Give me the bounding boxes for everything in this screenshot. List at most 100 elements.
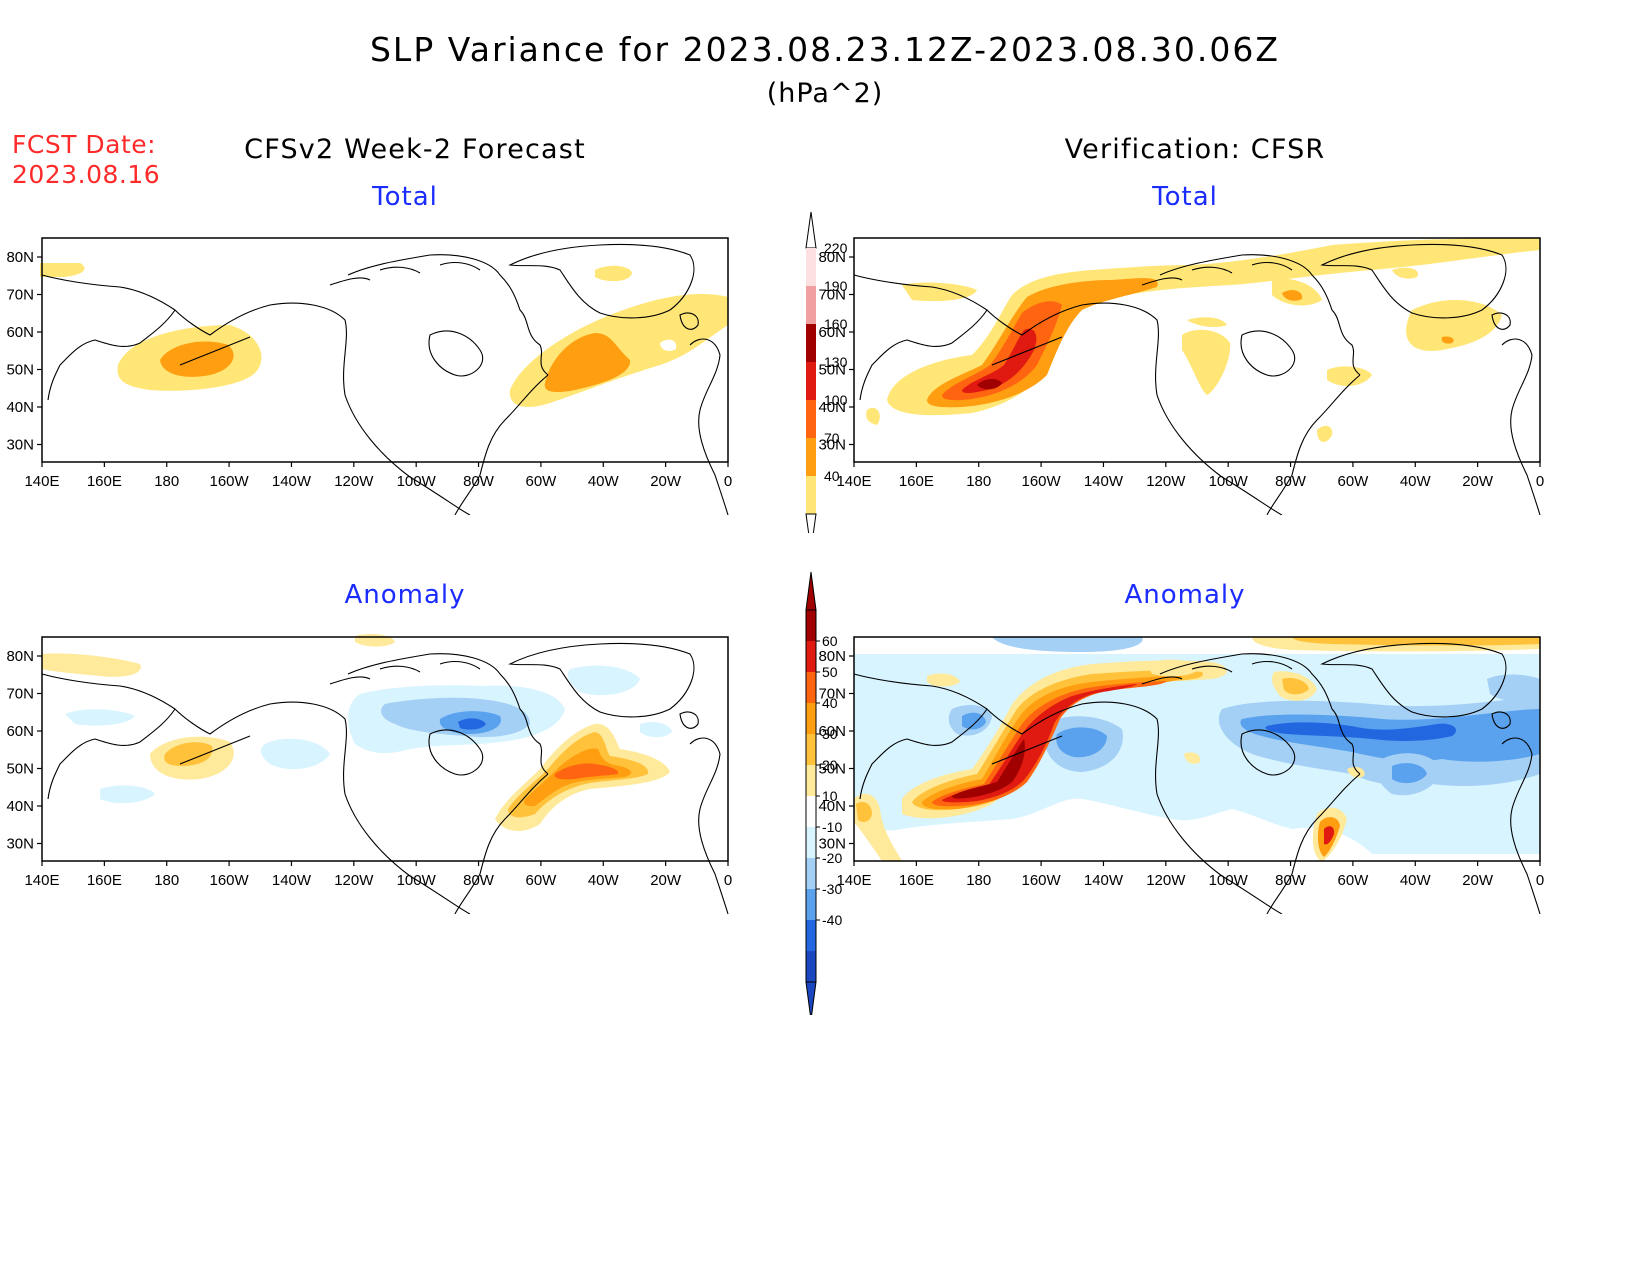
lat-label: 70N (6, 287, 34, 304)
lon-label: 140W (1084, 872, 1124, 889)
contour-40-70 (902, 282, 977, 302)
contour-20-30 (856, 802, 872, 822)
fcst-date-block: FCST Date: 2023.08.16 (12, 130, 160, 190)
colorbar-label: 10 (822, 788, 838, 804)
colorbar-swatch (806, 400, 816, 438)
lon-label: 60W (525, 473, 557, 490)
lon-label: 140W (272, 872, 312, 889)
forecast-column-heading: CFSv2 Week-2 Forecast (244, 134, 586, 165)
colorbar-swatch (806, 248, 816, 286)
lat-labels: 80N 70N 60N 50N 40N 30N (818, 249, 854, 454)
lon-label: 160E (899, 872, 934, 889)
coastlines (41, 642, 729, 914)
colorbar-label: 40 (824, 468, 840, 484)
contour-20-30 (1292, 637, 1540, 646)
contour-60-above (952, 739, 1025, 799)
colorbar-swatch (806, 827, 816, 858)
lon-label: 0 (1536, 473, 1544, 490)
colorbar-swatch (806, 889, 816, 920)
lon-label: 120W (1146, 473, 1186, 490)
colorbar-label: -30 (822, 881, 842, 897)
lon-label: 40W (588, 473, 620, 490)
colorbar-label: 20 (822, 757, 838, 773)
colorbar-swatch (806, 438, 816, 476)
lon-label: 0 (724, 872, 732, 889)
lon-label: 140W (272, 473, 312, 490)
contour-neg10-neg20 (640, 721, 672, 738)
colorbar-swatch (806, 920, 816, 951)
colorbar-arrow-top (805, 571, 817, 611)
colorbar-label: 50 (822, 664, 838, 680)
colorbar-swatches (805, 211, 817, 533)
contour-100-130 (942, 301, 1062, 401)
colorbar-arrow-bottom (805, 981, 817, 1015)
lon-label: 60W (1337, 473, 1369, 490)
lon-labels: 140E 160E 180 160W 140W 120W 100W 80W 60W 40W 20W 0 (836, 861, 1544, 889)
colorbar-total: 220 190 160 130 100 70 40 (805, 211, 848, 533)
colorbar-label: -20 (822, 850, 842, 866)
colorbar-swatch (806, 796, 816, 827)
map-frame (853, 237, 1541, 463)
lon-label: 40W (588, 872, 620, 889)
lon-label: 60W (525, 872, 557, 889)
colorbar-label: 60 (822, 633, 838, 649)
coastlines (853, 243, 1541, 515)
contour-hole (660, 339, 677, 351)
contour-neg10-neg20 (567, 665, 640, 696)
contour-neg10-neg20 (260, 738, 330, 770)
contour-10-20 (927, 673, 960, 687)
lat-label: 70N (818, 287, 846, 304)
lon-label: 160W (209, 473, 249, 490)
lat-label: 70N (818, 686, 846, 703)
map-forecast-total: 80N 70N 60N 50N 40N 30N 140E 160E 180 160W 140W 12… (6, 237, 732, 515)
lat-label: 40N (6, 798, 34, 815)
lon-label: 100W (1209, 473, 1249, 490)
lon-label: 160E (87, 473, 122, 490)
contour-10-20 (355, 634, 395, 647)
contour-40-50 (554, 763, 619, 780)
lon-labels: 140E 160E 180 160W 140W 120W 100W 80W 60W 40W 20W 0 (836, 462, 1544, 490)
contour-10-20 (1184, 752, 1201, 764)
panel-title-forecast-total: Total (372, 182, 438, 212)
lon-label: 80W (463, 473, 495, 490)
lon-label: 120W (334, 872, 374, 889)
panel-title-forecast-anomaly: Anomaly (344, 580, 466, 610)
contour-30-40 (922, 676, 1182, 810)
lon-label: 40W (1400, 872, 1432, 889)
contour-neg40-below (458, 718, 486, 730)
contour-neg10-neg20 (100, 785, 155, 804)
colorbar-label: 220 (824, 240, 848, 256)
lat-label: 40N (818, 399, 846, 416)
colorbar-anomaly: 60 50 40 30 20 10 -10 -20 -30 -40 (805, 571, 842, 1015)
map-forecast-anomaly: 80N 70N 60N 50N 40N 30N 140E 160E 180 160W 140W 12… (6, 634, 732, 914)
units-label: (hPa^2) (766, 78, 884, 109)
lat-label: 60N (818, 324, 846, 341)
contour-40-70 (887, 238, 1540, 416)
shading-layer (40, 263, 728, 407)
lat-label: 50N (818, 362, 846, 379)
lon-label: 20W (1462, 872, 1494, 889)
contour-neg20-neg30 (992, 637, 1143, 652)
contour-40-70 (1406, 299, 1502, 351)
colorbar-swatch (806, 362, 816, 400)
colorbar-swatch (806, 610, 816, 641)
lon-label: 20W (1462, 473, 1494, 490)
colorbar-label: 100 (824, 392, 848, 408)
contour-40-70 (1392, 267, 1418, 279)
lat-label: 60N (6, 723, 34, 740)
lon-label: 20W (650, 473, 682, 490)
colorbar-label: 160 (824, 316, 848, 332)
contour-20-30 (1282, 678, 1309, 695)
contour-10-20 (1347, 766, 1365, 778)
shading-layer (42, 634, 672, 831)
lat-label: 80N (818, 249, 846, 266)
colorbar-swatches (805, 571, 817, 1015)
map-verif-total: 80N 70N 60N 50N 40N 30N 140E 160E 180 160W 140W 12… (818, 237, 1544, 515)
contour-160-190 (977, 379, 1002, 390)
lon-label: 160W (209, 872, 249, 889)
contour-40-70 (1327, 366, 1372, 387)
lat-label: 80N (6, 648, 34, 665)
lon-label: 140E (24, 872, 59, 889)
lon-label: 160E (899, 473, 934, 490)
lon-label: 60W (1337, 872, 1369, 889)
